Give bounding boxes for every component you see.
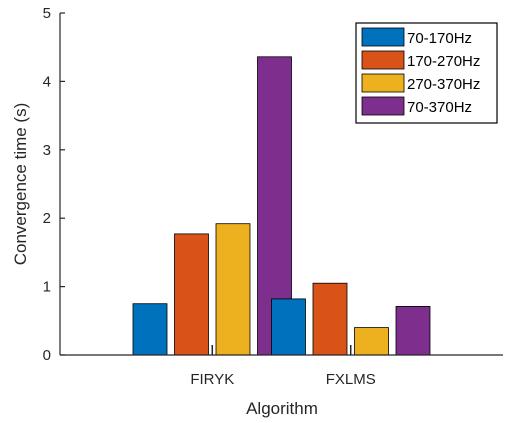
axes-group: [59, 13, 503, 356]
bar-fxlms-series-1: [271, 298, 306, 356]
y-tick-label-4: 4: [43, 73, 51, 90]
bar-fxlms-series-3: [354, 327, 389, 356]
y-tick-label-5: 5: [43, 5, 51, 22]
bar-firyk-series-3: [215, 223, 251, 356]
x-tick-label-fxlms: FXLMS: [326, 371, 376, 388]
y-tick-label-0: 0: [43, 347, 51, 364]
legend: 70-170Hz 170-270Hz 270-370Hz 70-370Hz: [355, 22, 498, 124]
y-tick-label-2: 2: [43, 210, 51, 227]
x-axis-label: Algorithm: [246, 399, 318, 418]
legend-swatch-3: [361, 73, 405, 93]
y-tick-label-1: 1: [43, 279, 51, 296]
y-tick-label-3: 3: [43, 142, 51, 159]
legend-label-2: 170-270Hz: [407, 53, 480, 70]
legend-label-4: 70-370Hz: [407, 99, 472, 116]
legend-swatch-2: [361, 50, 405, 70]
x-tick-label-firyk: FIRYK: [190, 371, 234, 388]
legend-label-3: 270-370Hz: [407, 76, 480, 93]
bars-group: [132, 56, 431, 356]
y-axis-label: Convergence time (s): [11, 103, 30, 266]
legend-label-1: 70-170Hz: [407, 30, 472, 47]
bar-fxlms-series-2: [312, 282, 348, 356]
bar-firyk-series-1: [132, 303, 168, 356]
bar-fxlms-series-4: [395, 305, 431, 356]
ticks-group: FIRYK FXLMS 0 1 2 3 4 5: [43, 5, 376, 388]
legend-swatch-1: [361, 27, 405, 47]
legend-swatch-4: [361, 96, 405, 116]
bar-firyk-series-2: [174, 233, 209, 356]
